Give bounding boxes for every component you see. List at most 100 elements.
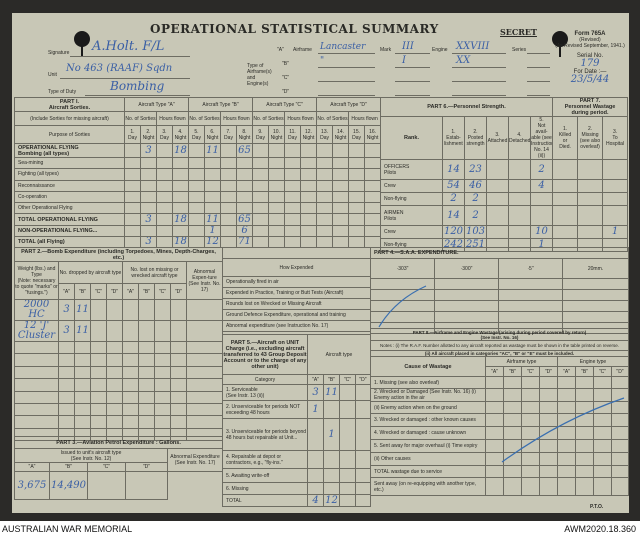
part4-saa-expenditure-row: ·303" ·300" ·5" 20mm. [370, 258, 629, 279]
cell: TOTAL [222, 494, 308, 507]
part1-aircraft-sorties-row: OPERATIONAL FLYING Bombing (all types) 3 1… [14, 143, 382, 158]
duty-label: Type of Duty [48, 89, 77, 95]
part6-personnel-strength: PART 6.—Personnel Strength. PART 7. Perso… [379, 97, 629, 252]
wastage-strike-line [501, 397, 625, 463]
type-key: "B" [282, 61, 289, 67]
cell: 3. Unserviceable for periods beyond 48 h… [222, 418, 308, 451]
part8-wastage: PART 8.—Airframe and Engine Wastage (ari… [369, 328, 630, 496]
type-key: "A" [277, 47, 284, 53]
cell: 6. Night [204, 125, 221, 144]
footer-accession: AWM2020.18.360 [564, 524, 636, 534]
cell: 14,490 [49, 471, 88, 500]
cell: PART 2.—Bomb Expenditure (including Torp… [14, 247, 223, 262]
saa-strike-line [378, 285, 427, 328]
engine-value: XXVIII [456, 41, 490, 52]
part8-wastage-row: "A" "B" "C" "D" "A" "B" "C" "D" [371, 366, 630, 377]
part8-wastage-row: TOTAL wastage due to service [370, 465, 630, 478]
unit-label: Unit [48, 72, 57, 78]
engine-label: Engine [432, 47, 448, 53]
cell: Sent away (on re-equipping with another … [370, 477, 486, 496]
cell: Aircraft type [307, 334, 371, 375]
part2-bomb-expenditure-row: PART 2.—Bomb Expenditure (including Torp… [14, 247, 223, 262]
part5-aircraft-on-charge-row: TOTAL 4 12 [222, 494, 371, 507]
series-label: Series [512, 47, 527, 53]
type-key: "D" [282, 89, 290, 95]
engine-value: XX [456, 55, 471, 66]
part8-wastage-row: 1. Missing (see also overleaf) [370, 376, 630, 389]
cell [87, 471, 126, 500]
part3-petrol-expenditure-row: Issued to unit's aircraft type (See Inst… [14, 448, 224, 472]
part8-wastage-row: Sent away (on re-equipping with another … [370, 477, 630, 496]
part4-saa-expenditure-row [370, 311, 629, 323]
part2-bomb-expenditure-row [14, 390, 223, 404]
part2-bomb-expenditure-row: "A" "B" "C" "D" "A" "B" "C" "D" [15, 283, 223, 300]
mark-label: Mark [380, 47, 392, 53]
part4-saa-expenditure-row [370, 289, 629, 301]
cell: 5. Not avail- able (see Instructions No.… [529, 116, 554, 160]
secret-label: SECRET [500, 27, 537, 37]
part2-bomb-expenditure: PART 2.—Bomb Expenditure (including Torp… [14, 247, 223, 442]
punch-hole [74, 31, 90, 57]
how-expended-row: Operationally fired in air [222, 276, 371, 288]
cell: 2. Wrecked or Damaged (See Instr. No. 16… [370, 388, 486, 402]
cell: PART 3.—Aviation Petrol Expenditure : Ga… [13, 436, 224, 449]
cell: 1. Serviceable (See Instr. 13 (ii)) [222, 384, 308, 401]
cell: Weight (lbs.) and Type (Note: necessary … [14, 261, 59, 300]
cell: PART 5.—Aircraft on UNIT Charge (i.e., e… [222, 334, 308, 375]
cell: 1. Killed or Died. [552, 116, 579, 160]
form-number: Form 765A [574, 31, 606, 37]
part3-petrol-expenditure: PART 3.—Aviation Petrol Expenditure : Ga… [13, 436, 224, 500]
cell: 2. Missing (see also overleaf) [577, 116, 604, 160]
cell: TOTAL wastage due to service [370, 465, 486, 478]
part8-wastage-row: (ii) Enemy action when on the ground [370, 401, 630, 414]
part1-aircraft-sorties-row: PART I. Aircraft Sorties. Aircraft Type "… [14, 97, 382, 112]
cell: 14. Night [332, 125, 350, 144]
part6-personnel-strength-row: Rank. 1. Estab- lishment 2. Posted strengt… [380, 116, 629, 160]
part1-aircraft-sorties-row: Reconnaissance [14, 179, 382, 192]
part1-aircraft-sorties-row: TOTAL (all Flying) 3 18 12 71 [14, 236, 382, 249]
form-revised: (Revised) [579, 37, 601, 43]
part1-aircraft-sorties-row: Sea-mining [14, 156, 382, 170]
part2-bomb-expenditure-row [14, 353, 223, 367]
airframe-value: Lancaster [320, 42, 366, 52]
part5-aircraft-on-charge-row: PART 5.—Aircraft on UNIT Charge (i.e., e… [222, 334, 371, 375]
cell: 3. To Hospital [602, 116, 629, 160]
signature-label: Signature [48, 50, 70, 56]
part1-aircraft-sorties-row: Other Operational Flying [14, 202, 382, 215]
bomb-type: 12 'J' Cluster [14, 320, 59, 342]
part5-aircraft-on-charge-row: 1. Serviceable (See Instr. 13 (ii)) 3 11 [222, 384, 371, 401]
document-title: OPERATIONAL STATISTICAL SUMMARY [150, 22, 439, 36]
footer-source: AUSTRALIAN WAR MEMORIAL [2, 524, 133, 534]
cell: OPERATIONAL FLYING Bombing (all types) [14, 143, 125, 158]
part6-personnel-strength-row: PART 6.—Personnel Strength. PART 7. Perso… [379, 97, 629, 117]
pto-label: P.T.O. [590, 504, 604, 510]
part3-petrol-expenditure-row: 3,675 14,490 [14, 471, 223, 500]
cell [125, 471, 168, 500]
unit-value: No 463 (RAAF) Sqdn [66, 63, 173, 74]
cell [299, 236, 318, 249]
cell: Operationally fired in air [222, 276, 371, 288]
form-info: Form 765A (Revised) (As Revised Septembe… [555, 31, 625, 85]
cell: Abnormal Expen-ture (See Instr. No. 17) [186, 261, 223, 300]
cell [355, 494, 371, 507]
mark-value: III [402, 41, 414, 52]
signature: A.Holt. F/L [92, 39, 165, 54]
part5-aircraft-on-charge: PART 5.—Aircraft on UNIT Charge (i.e., e… [222, 334, 371, 507]
footer: AUSTRALIAN WAR MEMORIAL AWM2020.18.360 [0, 521, 640, 537]
part6-personnel-strength-row: OFFICERS Pilots 14 23 2 [380, 159, 629, 180]
type-label: Type of Airframe(s) and Engine(s) [247, 63, 272, 87]
airframe-value: " [320, 56, 325, 66]
form-revision-date: (As Revised September, 1941.) [555, 43, 625, 49]
duty-value: Bombing [110, 79, 165, 93]
part6-personnel-strength-row: Non-flying 2 2 [380, 192, 629, 206]
date-value: 23/5/44 [570, 74, 610, 85]
part2-bomb-expenditure-row [14, 402, 223, 417]
type-key: "C" [282, 75, 290, 81]
airframe-label: Airframe [293, 47, 312, 53]
part1-aircraft-sorties: PART I. Aircraft Sorties. Aircraft Type "… [14, 97, 382, 249]
part4-saa-expenditure-row [370, 278, 629, 290]
empty-cell [610, 477, 630, 496]
cell: 3,675 [14, 471, 50, 500]
cell: PART 7. Personnel Wastage during period. [552, 97, 629, 117]
